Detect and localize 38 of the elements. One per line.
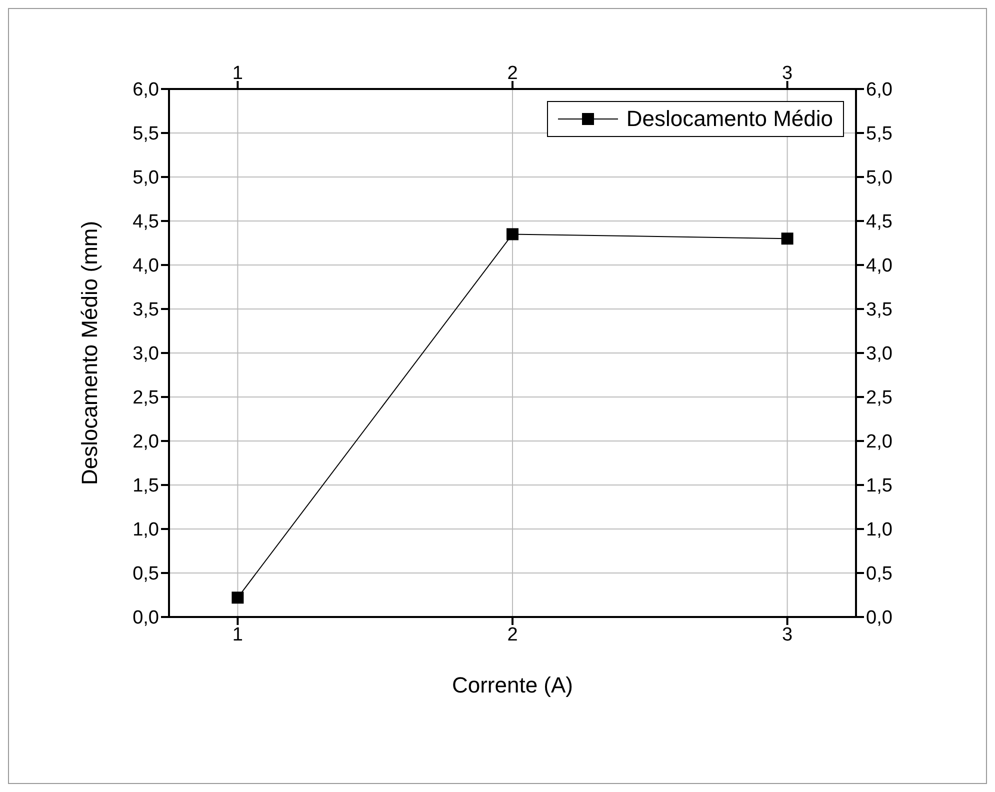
y-tick-label: 4,0: [132, 256, 159, 277]
y2-tick-label: 0,0: [866, 608, 892, 629]
y2-tick-label: 5,5: [866, 124, 892, 145]
y2-tick-label: 6,0: [866, 80, 892, 101]
y2-tick-label: 1,0: [866, 520, 892, 541]
y-tick-label: 5,0: [132, 168, 159, 189]
y2-tick-label: 2,0: [866, 432, 892, 453]
y2-tick-label: 1,5: [866, 476, 892, 497]
y2-tick-label: 3,0: [866, 344, 892, 365]
x-tick-label: 3: [782, 63, 793, 84]
x-tick-label: 1: [232, 63, 243, 84]
x2-tick-label: 3: [782, 624, 793, 646]
y2-tick-label: 5,0: [866, 168, 892, 189]
y-tick-label: 2,5: [132, 388, 159, 409]
x-axis-title: Corrente (A): [452, 672, 574, 698]
y2-tick-label: 4,0: [866, 256, 892, 277]
y-tick-label: 0,5: [132, 564, 159, 585]
y2-tick-label: 0,5: [866, 564, 892, 585]
y-tick-label: 5,5: [132, 124, 159, 145]
x2-tick-label: 1: [232, 624, 243, 646]
y2-tick-label: 4,5: [866, 212, 892, 233]
y-tick-label: 4,5: [132, 212, 159, 233]
point: [781, 232, 794, 245]
y-tick-label: 1,0: [132, 520, 159, 541]
y-tick-label: 0,0: [132, 608, 159, 629]
y-tick-label: 6,0: [132, 80, 159, 101]
point: [232, 592, 244, 604]
y-tick-label: 2,0: [132, 432, 159, 453]
y-axis-title: Deslocamento Médio (mm): [76, 220, 102, 486]
point: [506, 228, 518, 240]
y2-tick-label: 2,5: [866, 388, 892, 409]
y-tick-label: 1,5: [132, 476, 159, 497]
x2-tick-label: 2: [507, 624, 518, 646]
y-tick-label: 3,0: [132, 344, 159, 365]
legend-label: Deslocamento Médio: [626, 106, 833, 132]
y-tick-label: 3,5: [132, 300, 159, 321]
y2-tick-label: 3,5: [866, 300, 892, 321]
x-tick-label: 2: [507, 63, 518, 84]
